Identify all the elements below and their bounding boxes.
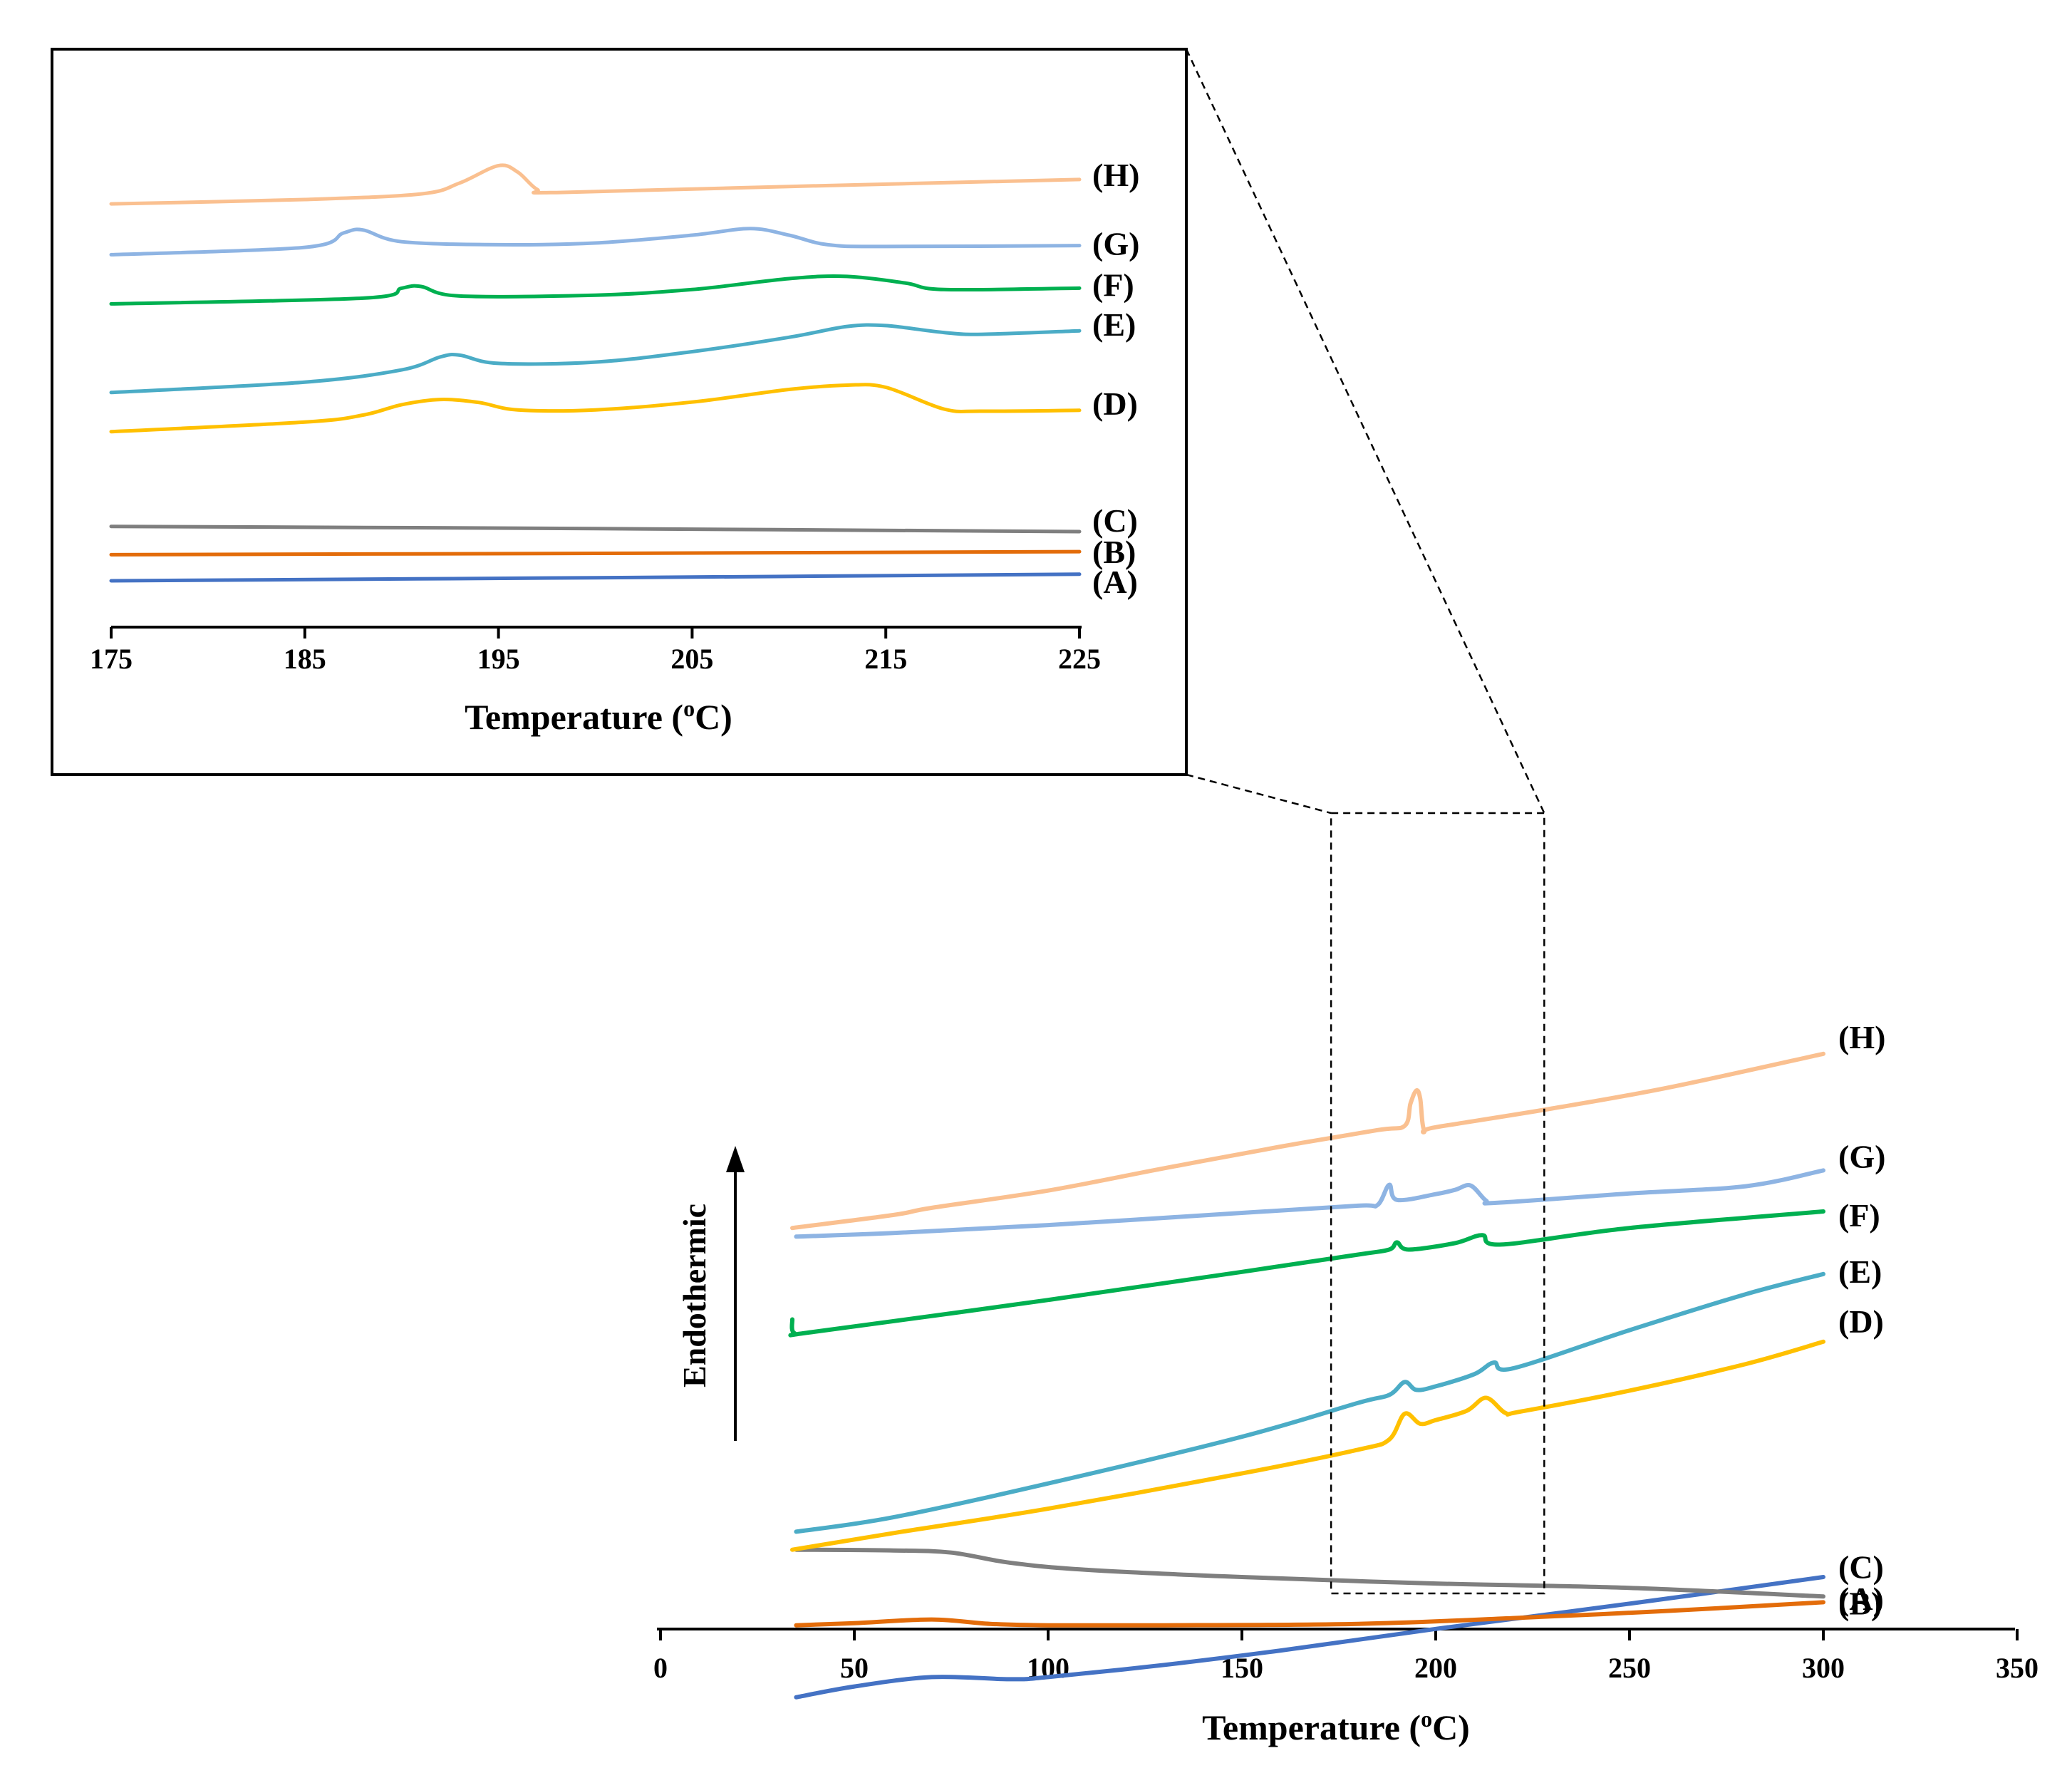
main-series-label: (B) bbox=[1838, 1585, 1882, 1621]
main-x-tick-label: 350 bbox=[1996, 1652, 2039, 1684]
main-series-curve-b bbox=[794, 1600, 1825, 1628]
main-chart: 0 50 100 150 200 250 300 350 (A)(B)(C)(D)(E)(F)… bbox=[653, 812, 2039, 1747]
main-x-tick-label: 250 bbox=[1608, 1652, 1651, 1684]
main-curves bbox=[788, 1051, 1825, 1700]
endothermic-label: Endothermic bbox=[676, 1204, 713, 1387]
main-x-tick-labels: 0 50 100 150 200 250 300 350 bbox=[653, 1652, 2039, 1684]
main-x-ticks bbox=[659, 1629, 2019, 1640]
inset-chart: 175 185 195 205 215 225 (A)(B)(C) (D) (E)(F) (G)… bbox=[51, 48, 1188, 776]
main-series-label: (A) bbox=[1838, 1581, 1884, 1617]
main-series-curve-h bbox=[790, 1051, 1825, 1231]
inset-x-tick-label: 195 bbox=[477, 643, 520, 675]
main-x-tick-label: 50 bbox=[840, 1652, 869, 1684]
main-x-tick-label: 300 bbox=[1802, 1652, 1845, 1684]
inset-series-curve-a bbox=[109, 572, 1082, 583]
inset-series-label: (C) bbox=[1092, 502, 1138, 539]
inset-series-curve-d bbox=[109, 383, 1082, 434]
inset-series-curve-e bbox=[109, 323, 1082, 395]
main-series-labels: (A)(B)(C) (D) (E) (F) (G) (H) bbox=[1838, 1019, 1885, 1622]
main-series-label: (E) bbox=[1838, 1253, 1882, 1290]
zoom-connector-bottom bbox=[1186, 773, 1332, 815]
inset-x-axis-title: Temperature (oC) bbox=[465, 696, 732, 737]
main-series-curve-a bbox=[794, 1575, 1825, 1700]
main-series-curve-e bbox=[794, 1271, 1825, 1534]
inset-series-curve-c bbox=[109, 524, 1082, 534]
zoom-connector-top bbox=[1185, 48, 1545, 814]
main-series-curve-d bbox=[790, 1339, 1825, 1552]
main-x-tick-label: 200 bbox=[1414, 1652, 1457, 1684]
main-x-axis-title: Temperature (oC) bbox=[1202, 1706, 1470, 1747]
inset-series-label: (D) bbox=[1092, 386, 1138, 422]
main-series-curve-f bbox=[788, 1209, 1825, 1338]
inset-curves bbox=[109, 163, 1082, 583]
inset-series-curve-b bbox=[109, 549, 1082, 557]
main-series-label: (G) bbox=[1838, 1138, 1885, 1174]
main-series-label: (H) bbox=[1838, 1019, 1885, 1055]
inset-series-label: (F) bbox=[1092, 267, 1134, 303]
inset-x-tick-label: 185 bbox=[284, 643, 326, 675]
inset-series-curve-h bbox=[109, 163, 1082, 206]
inset-x-tick-label: 215 bbox=[864, 643, 907, 675]
main-series-curve-c bbox=[794, 1547, 1825, 1599]
inset-x-tick-label: 175 bbox=[90, 643, 133, 675]
inset-series-labels: (A)(B)(C) (D) (E)(F) (G) (H) bbox=[1092, 157, 1139, 600]
main-series-curve-g bbox=[794, 1168, 1825, 1239]
endothermic-arrowhead bbox=[726, 1146, 745, 1172]
inset-x-ticks bbox=[110, 627, 1081, 639]
inset-series-label: (G) bbox=[1092, 226, 1139, 262]
inset-x-tick-label: 205 bbox=[670, 643, 713, 675]
inset-series-curve-f bbox=[109, 274, 1082, 306]
inset-series-label: (B) bbox=[1092, 534, 1136, 570]
main-series-label: (C) bbox=[1838, 1549, 1884, 1585]
main-x-tick-label: 0 bbox=[653, 1652, 668, 1684]
main-series-label: (F) bbox=[1838, 1197, 1880, 1234]
inset-series-label: (H) bbox=[1092, 157, 1139, 193]
inset-x-tick-label: 225 bbox=[1058, 643, 1101, 675]
inset-x-tick-labels: 175 185 195 205 215 225 bbox=[90, 643, 1101, 675]
inset-series-curve-g bbox=[109, 227, 1082, 257]
main-series-label: (D) bbox=[1838, 1303, 1884, 1340]
inset-series-label: (E) bbox=[1092, 306, 1136, 343]
inset-series-label: (A) bbox=[1092, 564, 1138, 600]
